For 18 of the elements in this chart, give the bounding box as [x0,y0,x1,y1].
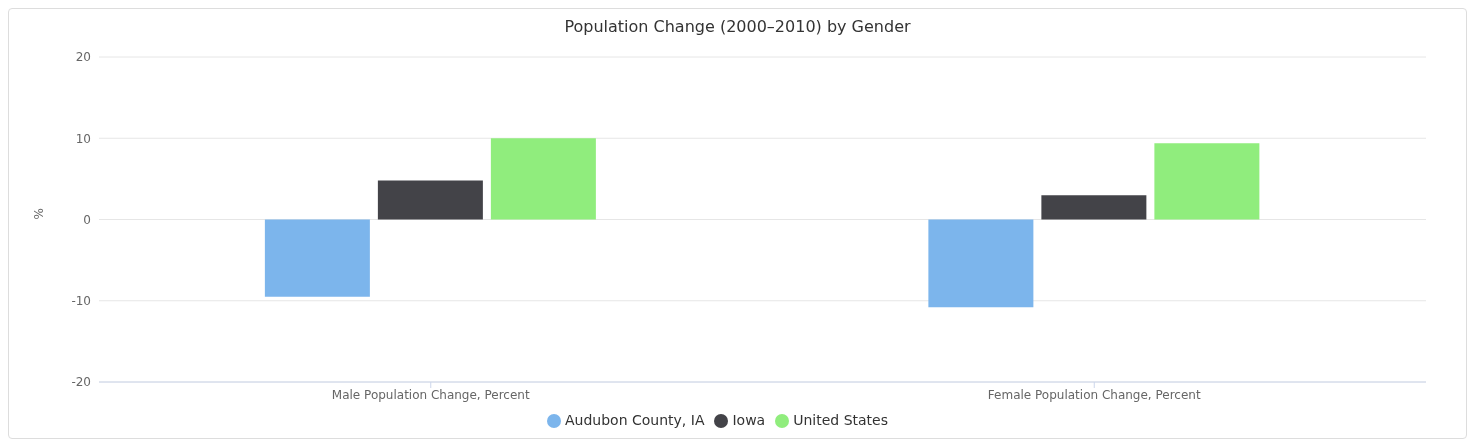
legend-label: Iowa [732,412,766,428]
legend-label: United States [793,412,888,428]
y-tick-label: 20 [75,50,91,65]
y-tick-label: -20 [71,375,91,390]
y-axis-title: % [32,208,47,220]
x-tick-label: Female Population Change, Percent [987,387,1201,402]
bar [264,219,370,297]
x-tick-label: Male Population Change, Percent [331,387,530,402]
bar [928,219,1034,308]
legend-label: Audubon County, IA [565,412,705,428]
y-tick-label: -10 [71,294,91,309]
bar [490,138,596,220]
bar [1154,143,1260,220]
bar [1041,195,1147,220]
y-tick-label: 10 [75,131,91,146]
y-tick-label: 0 [83,212,91,227]
chart-title: Population Change (2000–2010) by Gender [563,16,912,38]
bar [377,180,483,220]
